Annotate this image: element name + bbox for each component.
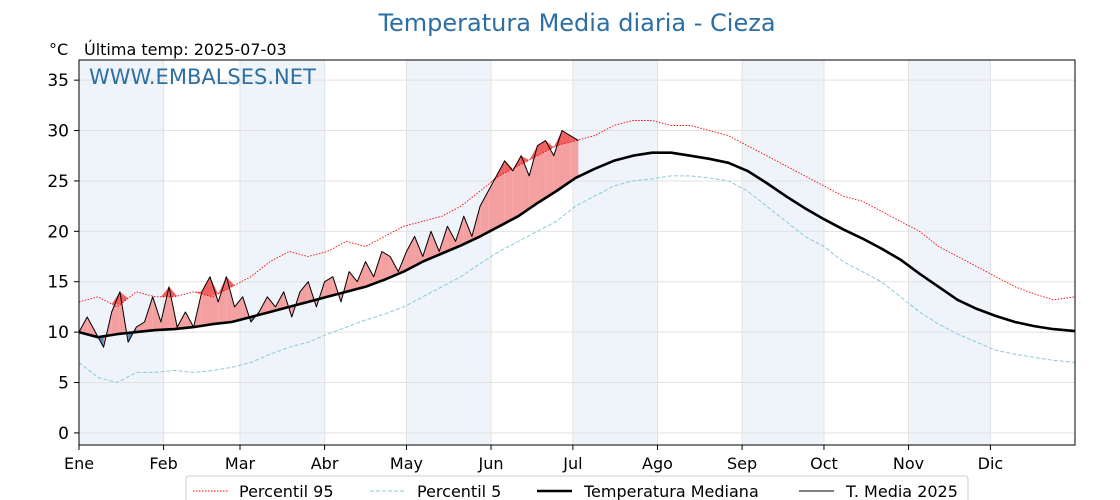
x-tick-label-feb: Feb [149, 454, 177, 473]
month-bands [79, 60, 991, 445]
fill-above-median [537, 140, 546, 204]
fill-above-median [529, 145, 538, 209]
fill-above-median [324, 276, 333, 298]
y-tick-label-0: 0 [58, 424, 69, 444]
fill-above-median [521, 155, 530, 215]
month-band-ene [79, 60, 164, 445]
series-line-t-media-2025 [78, 130, 579, 348]
legend-box [185, 475, 969, 500]
x-tick-label-mar: Mar [225, 454, 256, 473]
y-tick-label-15: 15 [47, 273, 69, 293]
y-tick-label-5: 5 [58, 374, 69, 394]
series-line-percentil-5 [78, 175, 1076, 383]
fill-above-median [390, 256, 399, 278]
fill-above-median [496, 160, 505, 228]
x-tick-label-ene: Ene [64, 454, 94, 473]
fill-above-p95 [561, 130, 571, 145]
x-tick-label-nov: Nov [893, 454, 924, 473]
fill-above-median [300, 281, 309, 305]
x-tick-label-may: May [390, 454, 423, 473]
y-tick-label-10: 10 [47, 323, 69, 343]
month-band-jul [572, 60, 658, 445]
fill-above-median [545, 140, 554, 198]
fill-above-median [373, 251, 382, 284]
y-tick-label-30: 30 [47, 122, 69, 142]
fill-above-median [414, 236, 423, 266]
x-tick-label-ago: Ago [642, 454, 673, 473]
fill-above-p95 [553, 130, 562, 148]
grid-lines [78, 60, 1075, 445]
legend-label-p5: Percentil 5 [417, 482, 501, 500]
fill-above-p95 [521, 155, 530, 165]
x-tick-label-oct: Oct [810, 454, 838, 473]
fill-above-median [553, 130, 562, 193]
series-lines [78, 120, 1076, 383]
fill-above-median [480, 191, 489, 237]
fill-above-median [488, 175, 497, 233]
fill-above-median [504, 160, 513, 224]
y-unit-label: °C [49, 40, 68, 59]
fill-above-median [463, 216, 472, 245]
watermark: WWW.EMBALSES.NET [89, 65, 316, 89]
x-tick-label-abr: Abr [311, 454, 339, 473]
legend: Percentil 95 Percentil 5 Temperatura Med… [185, 475, 969, 500]
x-axis-ticks: Ene Feb Mar Abr May Jun Jul Ago Sep Oct Nov Dic [64, 445, 1003, 473]
fill-above-median [447, 226, 456, 252]
series-line-temperatura-mediana [78, 151, 1076, 339]
x-tick-label-sep: Sep [727, 454, 757, 473]
fill-above-median [349, 271, 358, 292]
fill-above-median [357, 261, 366, 289]
fill-above-median [136, 322, 145, 333]
fill-above-p95 [111, 291, 120, 305]
y-tick-label-20: 20 [47, 222, 69, 242]
fill-above-median [512, 155, 522, 220]
fill-above-median [87, 317, 96, 337]
fill-above-p95 [218, 276, 227, 294]
legend-label-current: T. Media 2025 [845, 482, 958, 500]
legend-label-p95: Percentil 95 [239, 482, 334, 500]
fill-above-p95 [193, 291, 202, 294]
month-band-mar [239, 60, 325, 445]
legend-label-median: Temperatura Mediana [583, 482, 759, 500]
fill-above-median [570, 135, 579, 182]
fill-above-median [561, 130, 571, 188]
month-band-sep [742, 60, 824, 445]
fill-above-median [431, 231, 440, 259]
series-line-percentil-95 [78, 120, 1076, 308]
y-tick-label-25: 25 [47, 172, 69, 192]
x-tick-label-dic: Dic [978, 454, 1004, 473]
fill-above-median [406, 236, 415, 271]
x-tick-label-jul: Jul [562, 454, 582, 473]
plot-frame [78, 59, 1076, 446]
fill-above-median [267, 296, 276, 313]
fill-above-p95 [488, 175, 497, 185]
fill-above-p95 [226, 276, 235, 290]
last-temp-label: Última temp: 2025-07-03 [84, 40, 287, 59]
fill-above-median [381, 251, 391, 281]
fill-above-median [365, 261, 374, 287]
fill-above-median [234, 296, 243, 322]
fill-above-median [152, 296, 161, 331]
fill-above-p95 [169, 286, 178, 297]
y-axis-ticks: 0 5 10 15 20 25 30 35 [47, 71, 79, 444]
y-tick-label-35: 35 [47, 71, 69, 91]
fill-above-p95 [545, 140, 554, 152]
x-tick-label-jun: Jun [478, 454, 504, 473]
chart-title: Temperatura Media diaria - Cieza [377, 9, 775, 37]
fill-above-median [144, 296, 153, 332]
